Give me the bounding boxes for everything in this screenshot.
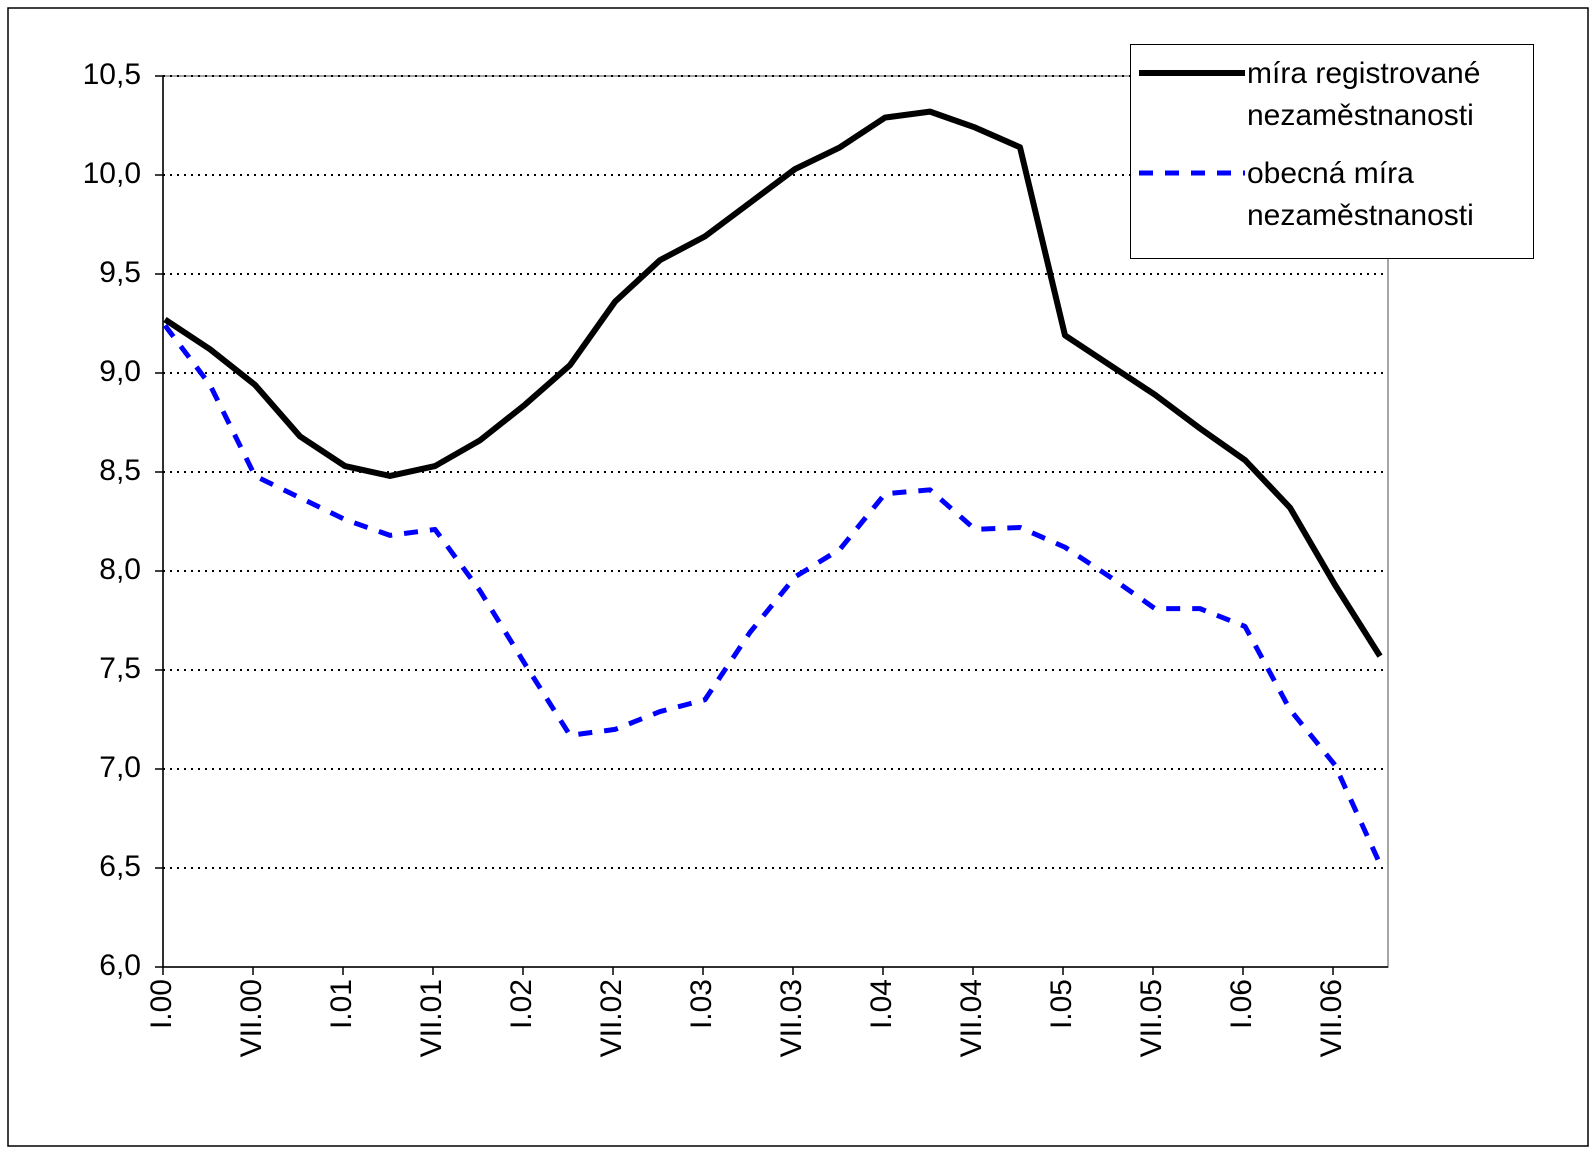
x-tick-label: VII.06 [1315, 979, 1348, 1057]
y-tick-label: 9,0 [99, 355, 141, 388]
legend-swatch [1139, 170, 1245, 176]
x-tick-label: VII.05 [1135, 979, 1168, 1057]
legend-label: obecná míra nezaměstnanosti [1247, 157, 1474, 232]
x-tick-label: I.03 [685, 979, 718, 1029]
x-tick-label: VII.04 [955, 979, 988, 1057]
legend: míra registrované nezaměstnanosti obecná … [1130, 44, 1534, 259]
x-tick-label: I.02 [505, 979, 538, 1029]
x-tick-label: VII.02 [595, 979, 628, 1057]
x-tick-label: I.01 [325, 979, 358, 1029]
y-tick-label: 8,0 [99, 553, 141, 586]
x-tick-label: I.06 [1225, 979, 1258, 1029]
x-tick-label: I.04 [865, 979, 898, 1029]
y-tick-label: 10,5 [83, 58, 141, 91]
x-tick-label: I.00 [145, 979, 178, 1029]
legend-label: míra registrované nezaměstnanosti [1247, 57, 1481, 132]
y-tick-label: 7,5 [99, 652, 141, 685]
legend-entry: obecná míra nezaměstnanosti [1131, 145, 1535, 245]
y-tick-label: 6,5 [99, 850, 141, 883]
x-tick-label: VII.00 [235, 979, 268, 1057]
x-tick-label: VII.01 [415, 979, 448, 1057]
y-tick-label: 10,0 [83, 157, 141, 190]
x-tick-label: I.05 [1045, 979, 1078, 1029]
legend-swatch [1139, 70, 1245, 76]
y-tick-label: 9,5 [99, 256, 141, 289]
series-line [163, 323, 1383, 866]
y-tick-label: 7,0 [99, 751, 141, 784]
x-tick-label: VII.03 [775, 979, 808, 1057]
y-tick-label: 6,0 [99, 949, 141, 982]
y-tick-label: 8,5 [99, 454, 141, 487]
legend-entry: míra registrované nezaměstnanosti [1131, 45, 1535, 145]
frame [7, 7, 1589, 1147]
series-line [163, 108, 1383, 658]
